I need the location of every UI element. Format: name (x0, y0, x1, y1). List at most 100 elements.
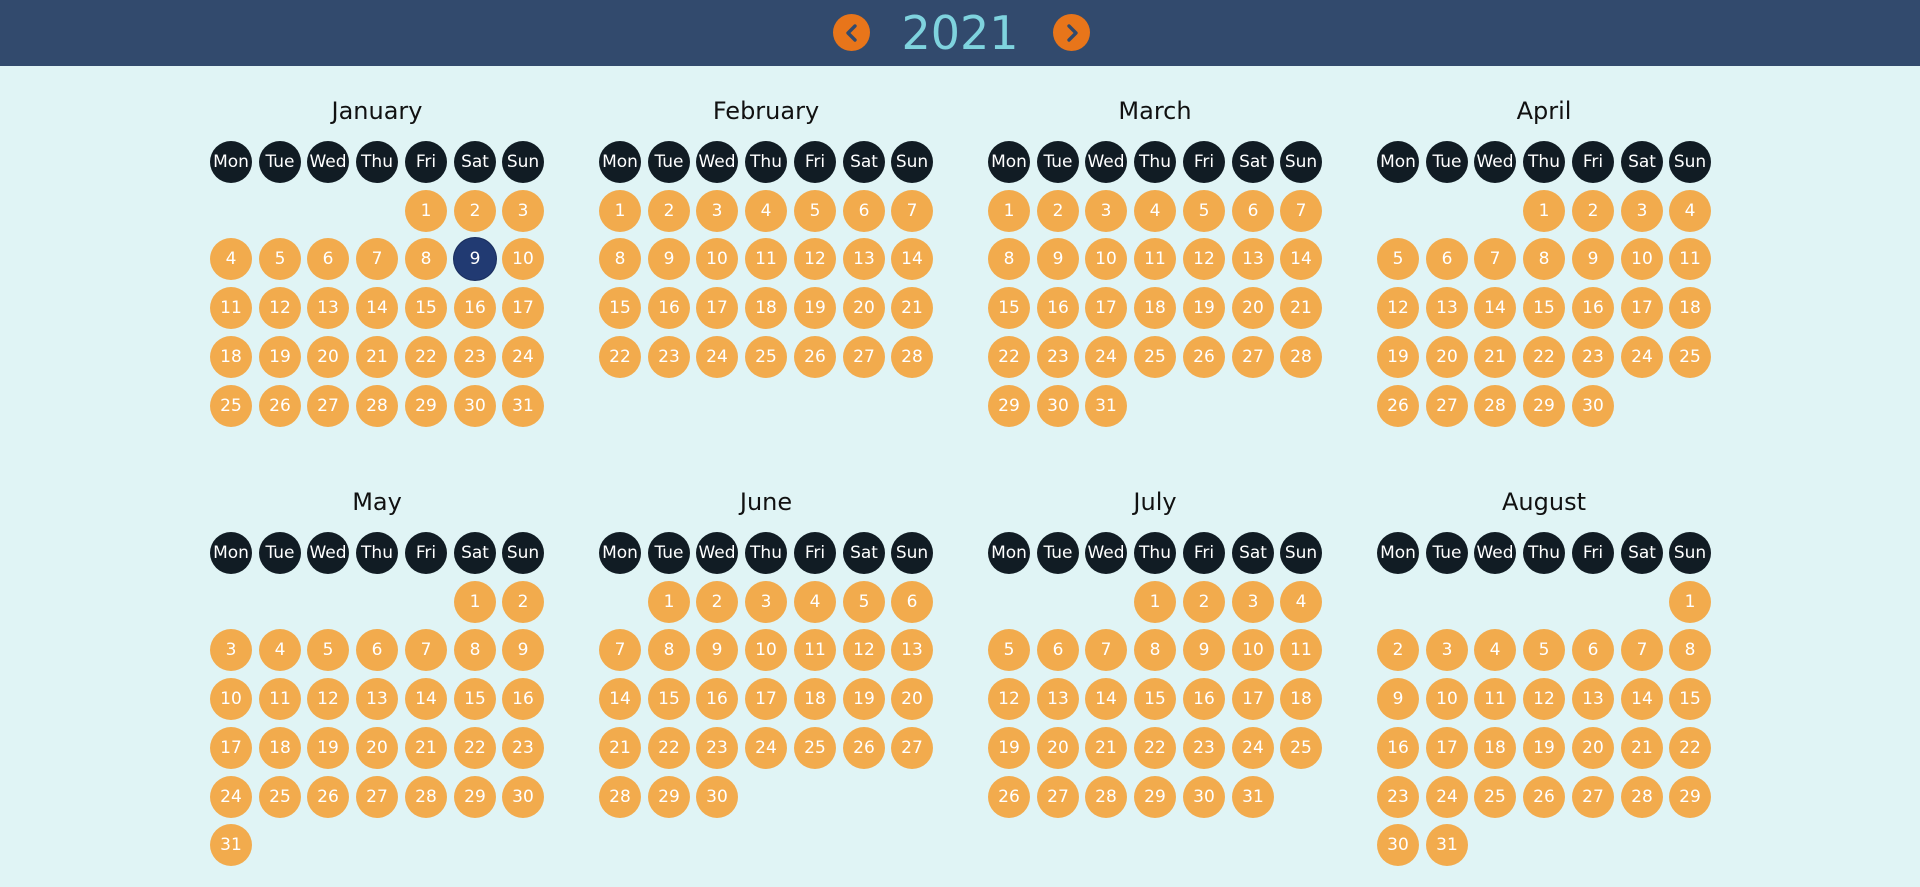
day-cell[interactable]: 28 (1474, 385, 1516, 427)
day-cell[interactable]: 24 (1426, 776, 1468, 818)
day-cell[interactable]: 10 (502, 238, 544, 280)
day-cell[interactable]: 17 (1621, 287, 1663, 329)
day-cell[interactable]: 19 (843, 678, 885, 720)
day-cell[interactable]: 20 (1037, 727, 1079, 769)
day-cell[interactable]: 15 (1134, 678, 1176, 720)
day-cell[interactable]: 21 (1085, 727, 1127, 769)
day-cell[interactable]: 7 (1621, 629, 1663, 671)
day-cell[interactable]: 30 (502, 776, 544, 818)
day-cell[interactable]: 26 (1523, 776, 1565, 818)
day-cell[interactable]: 10 (1621, 238, 1663, 280)
day-cell[interactable]: 29 (1669, 776, 1711, 818)
day-cell[interactable]: 26 (988, 776, 1030, 818)
day-cell[interactable]: 12 (307, 678, 349, 720)
day-cell[interactable]: 4 (1669, 190, 1711, 232)
day-cell[interactable]: 6 (1037, 629, 1079, 671)
day-cell[interactable]: 27 (891, 727, 933, 769)
day-cell[interactable]: 29 (405, 385, 447, 427)
day-cell[interactable]: 16 (502, 678, 544, 720)
day-cell[interactable]: 2 (648, 190, 690, 232)
day-cell[interactable]: 7 (405, 629, 447, 671)
day-cell[interactable]: 6 (891, 581, 933, 623)
day-cell[interactable]: 19 (1377, 336, 1419, 378)
day-cell[interactable]: 9 (1037, 238, 1079, 280)
day-cell[interactable]: 17 (745, 678, 787, 720)
day-cell[interactable]: 27 (1232, 336, 1274, 378)
day-cell[interactable]: 14 (356, 287, 398, 329)
day-cell[interactable]: 11 (210, 287, 252, 329)
day-cell[interactable]: 7 (1280, 190, 1322, 232)
day-cell[interactable]: 1 (648, 581, 690, 623)
day-cell[interactable]: 14 (1621, 678, 1663, 720)
day-cell[interactable]: 8 (1134, 629, 1176, 671)
day-cell[interactable]: 29 (1523, 385, 1565, 427)
day-cell[interactable]: 17 (1232, 678, 1274, 720)
day-cell[interactable]: 26 (259, 385, 301, 427)
day-cell[interactable]: 4 (745, 190, 787, 232)
day-cell[interactable]: 8 (599, 238, 641, 280)
day-cell[interactable]: 15 (648, 678, 690, 720)
day-cell[interactable]: 25 (1669, 336, 1711, 378)
day-cell[interactable]: 29 (454, 776, 496, 818)
day-cell[interactable]: 3 (502, 190, 544, 232)
day-cell[interactable]: 25 (1474, 776, 1516, 818)
day-cell[interactable]: 26 (1377, 385, 1419, 427)
day-cell[interactable]: 3 (1621, 190, 1663, 232)
day-cell[interactable]: 4 (1474, 629, 1516, 671)
day-cell[interactable]: 5 (307, 629, 349, 671)
day-cell[interactable]: 4 (1280, 581, 1322, 623)
day-cell[interactable]: 11 (1280, 629, 1322, 671)
day-cell[interactable]: 30 (1037, 385, 1079, 427)
day-cell[interactable]: 15 (599, 287, 641, 329)
day-cell[interactable]: 5 (1523, 629, 1565, 671)
day-cell[interactable]: 25 (1280, 727, 1322, 769)
day-cell[interactable]: 14 (405, 678, 447, 720)
day-cell[interactable]: 1 (405, 190, 447, 232)
day-cell[interactable]: 17 (502, 287, 544, 329)
day-cell[interactable]: 16 (1377, 727, 1419, 769)
day-cell[interactable]: 23 (1377, 776, 1419, 818)
day-cell[interactable]: 29 (988, 385, 1030, 427)
day-cell[interactable]: 22 (405, 336, 447, 378)
day-cell[interactable]: 20 (891, 678, 933, 720)
day-cell[interactable]: 16 (1037, 287, 1079, 329)
day-cell[interactable]: 9 (1572, 238, 1614, 280)
day-cell[interactable]: 24 (502, 336, 544, 378)
day-cell[interactable]: 2 (454, 190, 496, 232)
day-cell[interactable]: 7 (599, 629, 641, 671)
day-cell[interactable]: 1 (1134, 581, 1176, 623)
day-cell[interactable]: 4 (259, 629, 301, 671)
day-cell[interactable]: 6 (1426, 238, 1468, 280)
day-cell[interactable]: 18 (1669, 287, 1711, 329)
day-cell[interactable]: 27 (1572, 776, 1614, 818)
day-cell[interactable]: 30 (1377, 824, 1419, 866)
day-cell[interactable]: 9 (696, 629, 738, 671)
day-cell[interactable]: 5 (1183, 190, 1225, 232)
day-cell[interactable]: 10 (1232, 629, 1274, 671)
day-cell[interactable]: 22 (988, 336, 1030, 378)
day-cell[interactable]: 25 (1134, 336, 1176, 378)
day-cell[interactable]: 24 (1232, 727, 1274, 769)
day-cell[interactable]: 5 (1377, 238, 1419, 280)
day-cell[interactable]: 23 (648, 336, 690, 378)
day-cell[interactable]: 14 (1085, 678, 1127, 720)
day-cell[interactable]: 5 (843, 581, 885, 623)
day-cell[interactable]: 23 (502, 727, 544, 769)
day-cell[interactable]: 31 (1426, 824, 1468, 866)
day-cell[interactable]: 12 (794, 238, 836, 280)
day-cell[interactable]: 16 (454, 287, 496, 329)
day-cell[interactable]: 16 (648, 287, 690, 329)
day-cell[interactable]: 31 (1085, 385, 1127, 427)
day-cell[interactable]: 4 (794, 581, 836, 623)
day-cell[interactable]: 6 (843, 190, 885, 232)
day-cell[interactable]: 15 (988, 287, 1030, 329)
day-cell[interactable]: 24 (745, 727, 787, 769)
day-cell[interactable]: 24 (696, 336, 738, 378)
day-cell[interactable]: 27 (843, 336, 885, 378)
day-cell[interactable]: 22 (1523, 336, 1565, 378)
day-cell[interactable]: 10 (210, 678, 252, 720)
day-cell[interactable]: 29 (1134, 776, 1176, 818)
day-cell[interactable]: 12 (1183, 238, 1225, 280)
day-cell[interactable]: 12 (1377, 287, 1419, 329)
day-cell[interactable]: 12 (988, 678, 1030, 720)
